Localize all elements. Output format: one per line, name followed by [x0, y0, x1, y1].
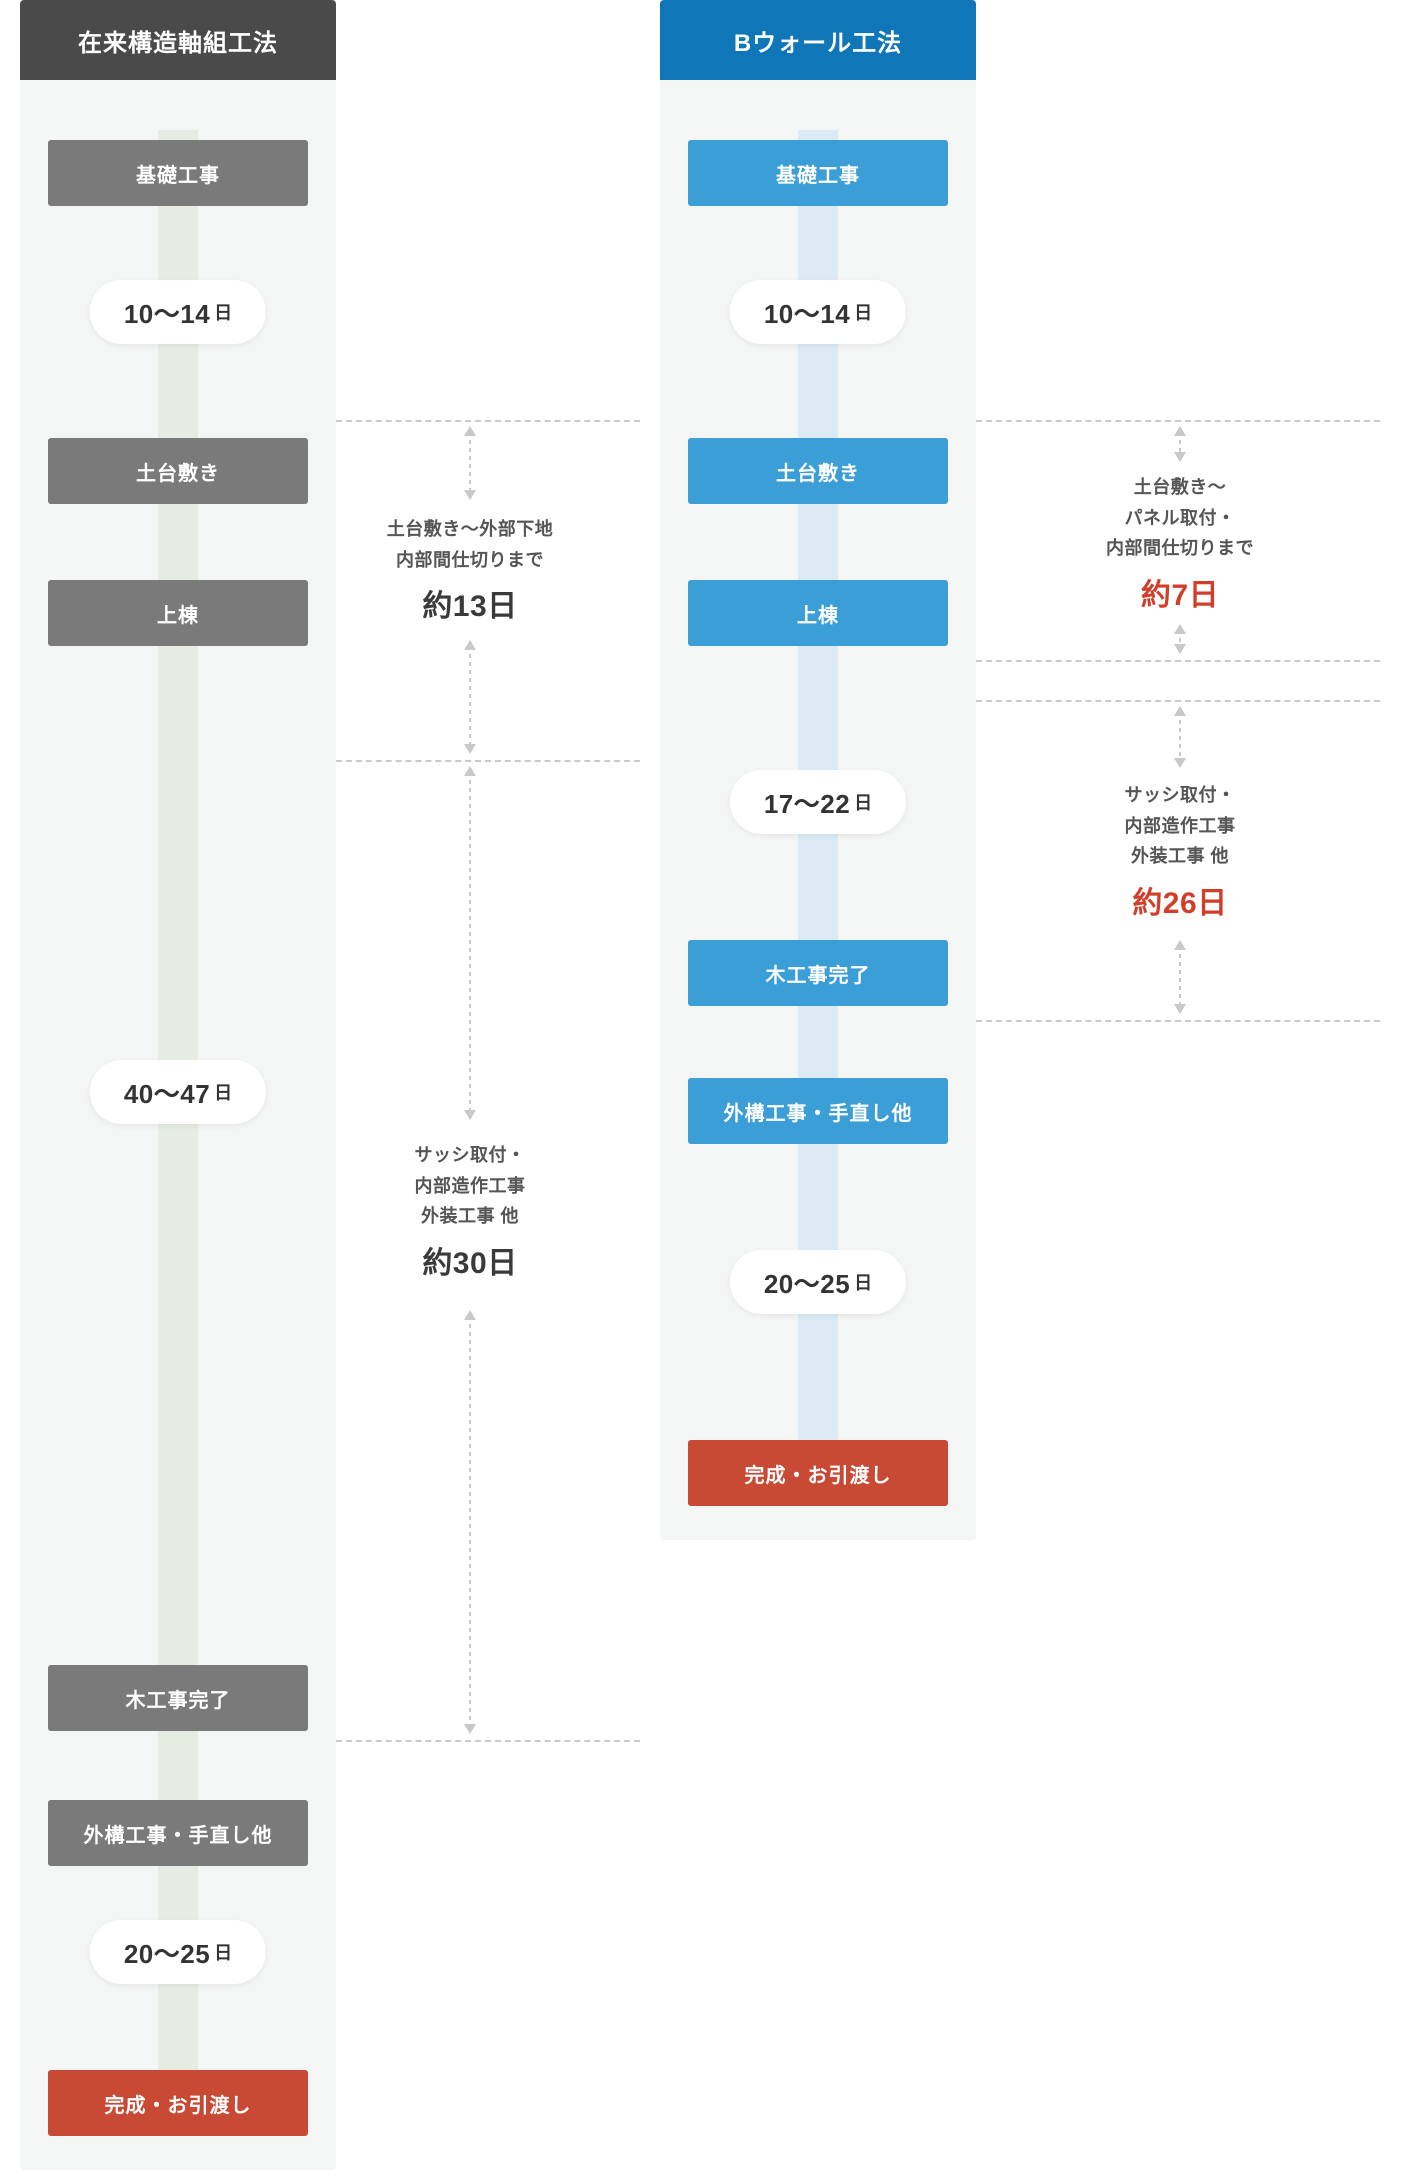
pill-number: 17～22	[764, 784, 850, 821]
conv-note-1-line-1: 内部間仕切りまで	[340, 545, 600, 576]
pill-number: 10～14	[764, 294, 850, 331]
pill-unit: 日	[854, 1269, 872, 1295]
bwall-note-2-line-1: 内部造作工事	[1050, 811, 1310, 842]
conv-note-2: サッシ取付・内部造作工事外装工事 他約30日	[340, 1140, 600, 1289]
pill-number: 20～25	[124, 1934, 210, 1971]
hline-0	[336, 420, 640, 422]
conv-note-1-arrow-top	[460, 426, 480, 500]
conventional-column: 在来構造軸組工法基礎工事土台敷き上棟木工事完了外構工事・手直し他完成・お引渡し 1…	[20, 0, 336, 2170]
conv-note-1: 土台敷き～外部下地内部間仕切りまで約13日	[340, 514, 600, 632]
bwall-duration-pill-1: 17～22日	[730, 770, 906, 834]
conv-note-2-line-0: サッシ取付・	[340, 1140, 600, 1171]
hline-6	[976, 1020, 1380, 1022]
pill-number: 20～25	[764, 1264, 850, 1301]
bwall-stage-4: 外構工事・手直し他	[688, 1078, 948, 1144]
bwall-duration-pill-0: 10～14日	[730, 280, 906, 344]
conv-note-1-big: 約13日	[340, 581, 600, 632]
pill-unit: 日	[214, 299, 232, 325]
bwall-note-1-arrow-bottom	[1170, 624, 1190, 654]
bwall-note-2: サッシ取付・内部造作工事外装工事 他約26日	[1050, 780, 1310, 929]
bwall-duration-pill-2: 20～25日	[730, 1250, 906, 1314]
pill-number: 40～47	[124, 1074, 210, 1111]
hline-3	[976, 420, 1380, 422]
conventional-stage-2: 上棟	[48, 580, 308, 646]
conv-note-1-line-0: 土台敷き～外部下地	[340, 514, 600, 545]
bwall-note-1-arrow-top	[1170, 426, 1190, 462]
bwall-stage-2: 上棟	[688, 580, 948, 646]
hline-4	[976, 660, 1380, 662]
conv-note-2-line-2: 外装工事 他	[340, 1201, 600, 1232]
bwall-note-2-arrow-top	[1170, 706, 1190, 768]
bwall-note-1-big: 約7日	[1050, 570, 1310, 621]
conventional-stage-3: 木工事完了	[48, 1665, 308, 1731]
conventional-duration-pill-2: 20～25日	[90, 1920, 266, 1984]
hline-5	[976, 700, 1380, 702]
conventional-header: 在来構造軸組工法	[20, 0, 336, 80]
conventional-stage-0: 基礎工事	[48, 140, 308, 206]
pill-number: 10～14	[124, 294, 210, 331]
bwall-stage-5: 完成・お引渡し	[688, 1440, 948, 1506]
bwall-stage-0: 基礎工事	[688, 140, 948, 206]
hline-2	[336, 1740, 640, 1742]
bwall-note-1-line-2: 内部間仕切りまで	[1050, 533, 1310, 564]
bwall-note-1: 土台敷き～パネル取付・内部間仕切りまで約7日	[1050, 472, 1310, 621]
bwall-column: Bウォール工法基礎工事土台敷き上棟木工事完了外構工事・手直し他完成・お引渡し 10…	[660, 0, 976, 1540]
hline-1	[336, 760, 640, 762]
bwall-note-2-big: 約26日	[1050, 878, 1310, 929]
bwall-note-2-arrow-bottom	[1170, 940, 1190, 1014]
conv-note-1-arrow-bottom	[460, 640, 480, 754]
conv-note-2-arrow-top	[460, 766, 480, 1120]
conv-note-2-arrow-bottom	[460, 1310, 480, 1734]
bwall-stage-3: 木工事完了	[688, 940, 948, 1006]
pill-unit: 日	[214, 1079, 232, 1105]
conv-note-2-line-1: 内部造作工事	[340, 1171, 600, 1202]
conventional-duration-pill-0: 10～14日	[90, 280, 266, 344]
conventional-stage-5: 完成・お引渡し	[48, 2070, 308, 2136]
pill-unit: 日	[854, 789, 872, 815]
conventional-duration-pill-1: 40～47日	[90, 1060, 266, 1124]
pill-unit: 日	[854, 299, 872, 325]
bwall-note-1-line-1: パネル取付・	[1050, 503, 1310, 534]
bwall-note-2-line-0: サッシ取付・	[1050, 780, 1310, 811]
conventional-stage-4: 外構工事・手直し他	[48, 1800, 308, 1866]
bwall-note-1-line-0: 土台敷き～	[1050, 472, 1310, 503]
conv-note-2-big: 約30日	[340, 1238, 600, 1289]
bwall-note-2-line-2: 外装工事 他	[1050, 841, 1310, 872]
bwall-stage-1: 土台敷き	[688, 438, 948, 504]
conventional-stage-1: 土台敷き	[48, 438, 308, 504]
pill-unit: 日	[214, 1939, 232, 1965]
bwall-header: Bウォール工法	[660, 0, 976, 80]
